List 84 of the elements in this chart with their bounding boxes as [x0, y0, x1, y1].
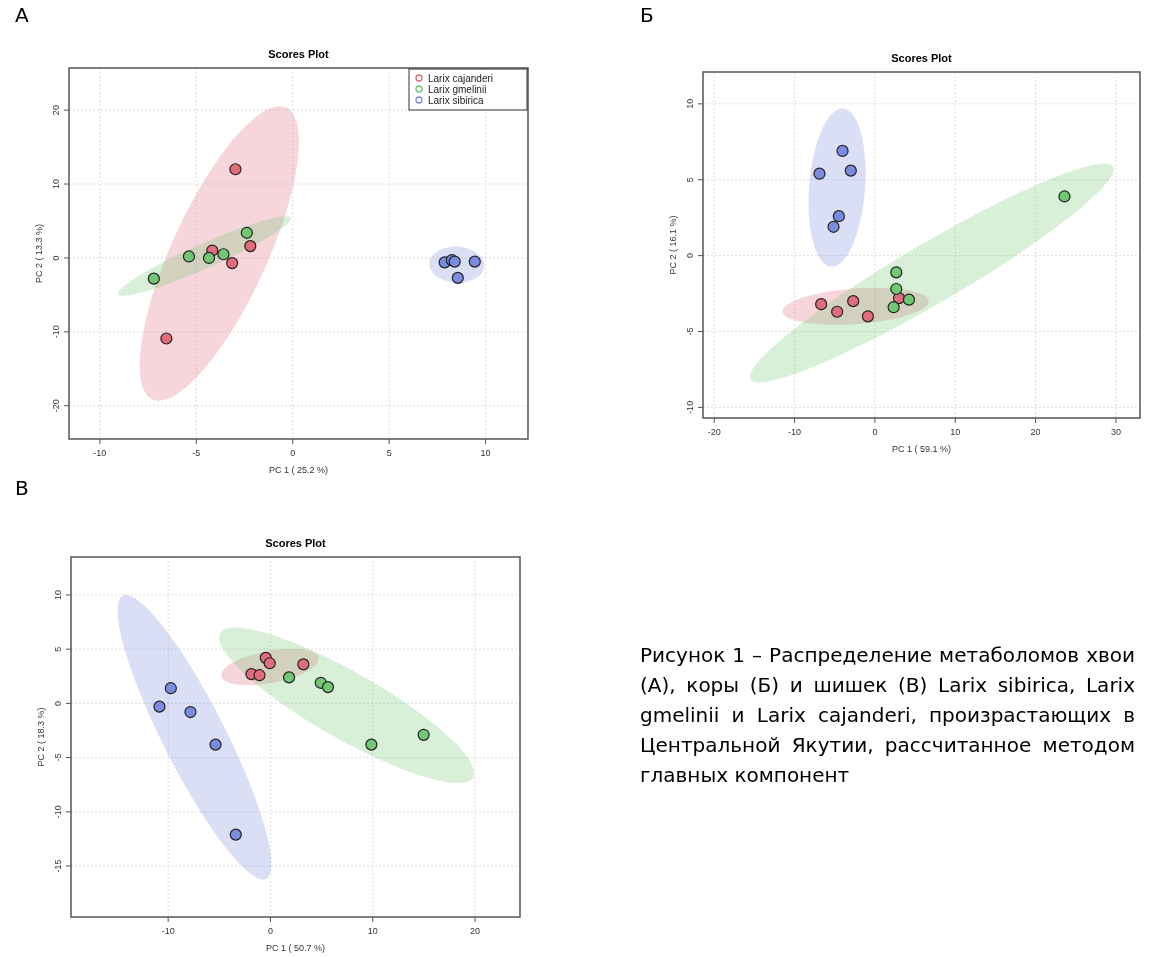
- point: [861, 310, 875, 323]
- y-tick-label: 10: [685, 98, 695, 109]
- point: [153, 700, 166, 713]
- x-tick-label: -10: [788, 427, 802, 437]
- y-tick-label: -5: [685, 327, 695, 336]
- x-tick-label: 0: [872, 427, 878, 437]
- point: [244, 240, 257, 253]
- x-tick-label: 0: [267, 926, 273, 936]
- x-tick-label: 5: [386, 448, 392, 458]
- point: [253, 669, 266, 682]
- x-tick-label: -20: [707, 427, 721, 437]
- y-tick-label: 10: [51, 179, 61, 190]
- x-axis-title: PC 1 ( 25.2 %): [268, 465, 329, 475]
- x-tick-label: 30: [1110, 427, 1121, 437]
- point: [451, 271, 464, 284]
- point: [202, 251, 216, 265]
- y-tick-label: 10: [53, 589, 63, 600]
- chart-title: Scores Plot: [891, 52, 953, 64]
- y-tick-label: -10: [685, 400, 695, 414]
- point: [263, 657, 276, 670]
- x-tick-label: 20: [1030, 427, 1041, 437]
- x-tick-label: -5: [192, 448, 201, 458]
- point: [890, 266, 903, 279]
- point: [297, 658, 310, 671]
- x-axis-title: PC 1 ( 50.7 %): [265, 943, 326, 953]
- point: [226, 257, 239, 270]
- legend-label: Larix gmelinii: [428, 83, 487, 95]
- y-tick-label: 0: [685, 253, 695, 259]
- text: Рисунок 1 – Распределение метаболомов хвои (А), коры (Б) и шишек (В) Larix sibirica, Larix gmelinii и Larix cajanderi, произрастающих в Центральной Якутии, рассчитанное методом главных компонент: [640, 642, 1135, 789]
- point: [217, 248, 230, 261]
- y-tick-label: -10: [51, 325, 61, 339]
- point: [890, 282, 903, 296]
- point: [847, 295, 860, 308]
- point: [365, 738, 378, 751]
- point: [813, 167, 826, 180]
- text: Б: [640, 3, 654, 27]
- chart-title: Scores Plot: [268, 48, 330, 60]
- y-tick-label: 0: [51, 255, 61, 261]
- x-tick-label: 0: [290, 448, 296, 458]
- point: [815, 298, 828, 311]
- y-tick-label: -20: [51, 399, 61, 413]
- point: [229, 828, 242, 841]
- x-tick-label: -10: [161, 926, 175, 936]
- point: [240, 226, 253, 239]
- y-tick-label: -10: [53, 805, 63, 819]
- point: [184, 705, 197, 719]
- point: [321, 681, 335, 694]
- point: [831, 305, 844, 318]
- point: [468, 255, 481, 268]
- text: А: [15, 3, 29, 27]
- y-tick-label: 5: [53, 646, 63, 652]
- point: [902, 293, 916, 306]
- point: [160, 332, 173, 345]
- point: [164, 682, 177, 695]
- point: [147, 272, 160, 285]
- text: В: [15, 476, 29, 500]
- legend-label: Larix sibirica: [428, 94, 485, 106]
- legend-label: Larix cajanderi: [428, 72, 494, 84]
- y-tick-label: -5: [53, 753, 63, 762]
- y-tick-label: 5: [685, 177, 695, 183]
- point: [827, 220, 840, 233]
- point: [836, 144, 849, 158]
- point: [1058, 190, 1071, 203]
- point: [887, 301, 900, 314]
- x-tick-label: -10: [93, 448, 107, 458]
- point: [832, 210, 845, 223]
- point: [229, 163, 242, 176]
- x-tick-label: 20: [469, 926, 481, 936]
- y-axis-title: PC 2 ( 16.1 %): [668, 215, 678, 275]
- y-axis-title: PC 2 ( 18.3 %): [36, 707, 46, 767]
- x-tick-label: 10: [950, 427, 961, 437]
- x-tick-label: 10: [367, 926, 378, 936]
- point: [844, 164, 857, 177]
- y-tick-label: 0: [53, 700, 63, 706]
- y-axis-title: PC 2 ( 13.3 %): [34, 223, 44, 284]
- x-axis-title: PC 1 ( 59.1 %): [891, 444, 952, 454]
- point: [182, 250, 196, 263]
- point: [417, 728, 430, 741]
- chart-title: Scores Plot: [265, 537, 327, 549]
- point: [282, 671, 296, 684]
- x-tick-label: 10: [480, 448, 491, 458]
- y-tick-label: 20: [51, 105, 61, 116]
- point: [209, 738, 222, 751]
- y-tick-label: -15: [53, 859, 63, 873]
